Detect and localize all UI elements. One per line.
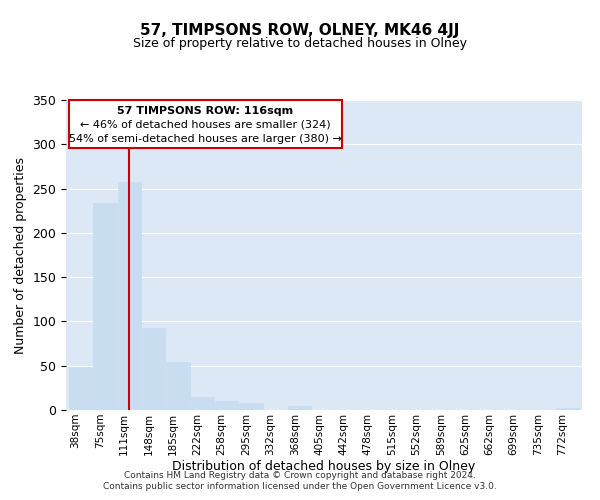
FancyBboxPatch shape (68, 100, 342, 148)
Bar (94, 202, 116, 410)
Bar (69, 366, 92, 410)
Bar (556, 408, 579, 410)
Text: Size of property relative to detached houses in Olney: Size of property relative to detached ho… (133, 38, 467, 51)
Text: Contains public sector information licensed under the Open Government Licence v3: Contains public sector information licen… (103, 482, 497, 491)
Bar (239, 403, 263, 410)
Bar (288, 406, 311, 410)
Text: 57 TIMPSONS ROW: 116sqm: 57 TIMPSONS ROW: 116sqm (117, 106, 293, 116)
Text: ← 46% of detached houses are smaller (324): ← 46% of detached houses are smaller (32… (80, 120, 331, 130)
Text: Contains HM Land Registry data © Crown copyright and database right 2024.: Contains HM Land Registry data © Crown c… (124, 470, 476, 480)
Text: 57, TIMPSONS ROW, OLNEY, MK46 4JJ: 57, TIMPSONS ROW, OLNEY, MK46 4JJ (140, 22, 460, 38)
Bar (191, 396, 214, 410)
Bar (142, 328, 165, 410)
Bar (215, 401, 238, 410)
Text: 54% of semi-detached houses are larger (380) →: 54% of semi-detached houses are larger (… (69, 134, 342, 144)
Bar (166, 362, 190, 410)
Y-axis label: Number of detached properties: Number of detached properties (14, 156, 27, 354)
X-axis label: Distribution of detached houses by size in Olney: Distribution of detached houses by size … (172, 460, 476, 473)
Bar (118, 182, 141, 410)
